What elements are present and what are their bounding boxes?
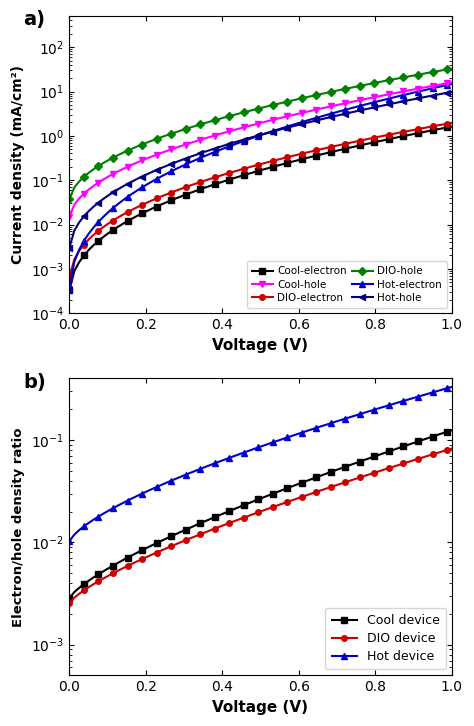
DIO-electron — [313, 146, 319, 155]
DIO-electron — [449, 118, 455, 127]
Hot-hole — [313, 116, 319, 125]
Hot-hole — [66, 243, 72, 252]
Cool device — [328, 468, 334, 476]
DIO-electron — [328, 142, 334, 151]
Cool-hole — [294, 110, 300, 118]
Line: DIO-electron: DIO-electron — [67, 120, 455, 280]
Cool-hole — [66, 212, 72, 221]
Cool-hole — [313, 105, 319, 114]
DIO-hole — [294, 95, 300, 104]
Cool-hole — [405, 86, 411, 95]
Hot device — [236, 450, 242, 459]
Legend: Cool device, DIO device, Hot device: Cool device, DIO device, Hot device — [325, 608, 446, 669]
Cool-hole — [328, 102, 334, 111]
DIO-hole — [66, 195, 72, 203]
Line: DIO device: DIO device — [67, 446, 455, 606]
DIO-hole — [449, 64, 455, 73]
DIO device — [449, 444, 455, 453]
DIO device — [328, 483, 334, 492]
Cool-hole — [449, 78, 455, 86]
X-axis label: Voltage (V): Voltage (V) — [212, 338, 309, 353]
DIO-electron — [236, 166, 242, 174]
Hot device — [313, 423, 319, 432]
Line: Hot-electron: Hot-electron — [67, 81, 455, 292]
Hot-electron — [313, 113, 319, 122]
Cool-hole — [236, 124, 242, 133]
Cool device — [66, 594, 72, 603]
Cool device — [313, 473, 319, 481]
Hot device — [294, 430, 300, 439]
Hot-electron — [236, 139, 242, 147]
DIO-hole — [313, 91, 319, 99]
Hot-hole — [236, 136, 242, 145]
Cool-electron — [299, 155, 305, 163]
Line: Cool-hole: Cool-hole — [67, 80, 455, 219]
DIO-hole — [328, 88, 334, 97]
Hot-electron — [299, 118, 305, 126]
Hot-hole — [405, 96, 411, 105]
Cool-electron — [328, 148, 334, 157]
Hot device — [328, 419, 334, 428]
Hot-electron — [66, 285, 72, 294]
DIO-hole — [299, 94, 305, 102]
Text: a): a) — [23, 10, 45, 29]
Hot-hole — [328, 113, 334, 121]
Hot-electron — [449, 80, 455, 89]
Hot-hole — [449, 88, 455, 97]
Line: Cool-electron: Cool-electron — [67, 123, 455, 293]
DIO-electron — [299, 150, 305, 158]
DIO device — [405, 457, 411, 466]
Line: DIO-hole: DIO-hole — [67, 66, 455, 202]
Cool-electron — [294, 156, 300, 165]
Hot device — [66, 537, 72, 545]
DIO-electron — [405, 126, 411, 135]
Cool device — [236, 503, 242, 512]
Hot-electron — [405, 89, 411, 98]
Cool-electron — [313, 151, 319, 160]
Hot-electron — [294, 119, 300, 128]
DIO-electron — [66, 273, 72, 282]
Hot device — [405, 395, 411, 404]
Hot device — [299, 428, 305, 437]
Cool device — [449, 425, 455, 434]
DIO-electron — [294, 150, 300, 159]
Y-axis label: Electron/hole density ratio: Electron/hole density ratio — [12, 427, 25, 627]
DIO device — [294, 494, 300, 503]
Hot-electron — [328, 110, 334, 118]
DIO device — [299, 492, 305, 501]
Cool device — [294, 480, 300, 489]
DIO device — [236, 515, 242, 523]
Cool-electron — [236, 172, 242, 181]
Cool device — [405, 441, 411, 449]
X-axis label: Voltage (V): Voltage (V) — [212, 700, 309, 715]
Cool device — [299, 478, 305, 487]
DIO-hole — [236, 109, 242, 118]
Text: b): b) — [23, 372, 46, 391]
Cool-electron — [449, 122, 455, 131]
Line: Hot-hole: Hot-hole — [67, 89, 455, 250]
Cool-electron — [405, 131, 411, 139]
Line: Hot device: Hot device — [67, 384, 455, 544]
Y-axis label: Current density (mA/cm²): Current density (mA/cm²) — [11, 65, 25, 264]
Hot device — [449, 383, 455, 391]
Line: Cool device: Cool device — [67, 428, 455, 600]
Cool-hole — [299, 109, 305, 118]
Hot-hole — [294, 121, 300, 129]
DIO device — [66, 599, 72, 608]
Cool-electron — [66, 286, 72, 295]
Legend: Cool-electron, Cool-hole, DIO-electron, DIO-hole, Hot-electron, Hot-hole: Cool-electron, Cool-hole, DIO-electron, … — [246, 261, 447, 308]
Hot-hole — [299, 120, 305, 129]
DIO device — [313, 488, 319, 497]
DIO-hole — [405, 72, 411, 81]
